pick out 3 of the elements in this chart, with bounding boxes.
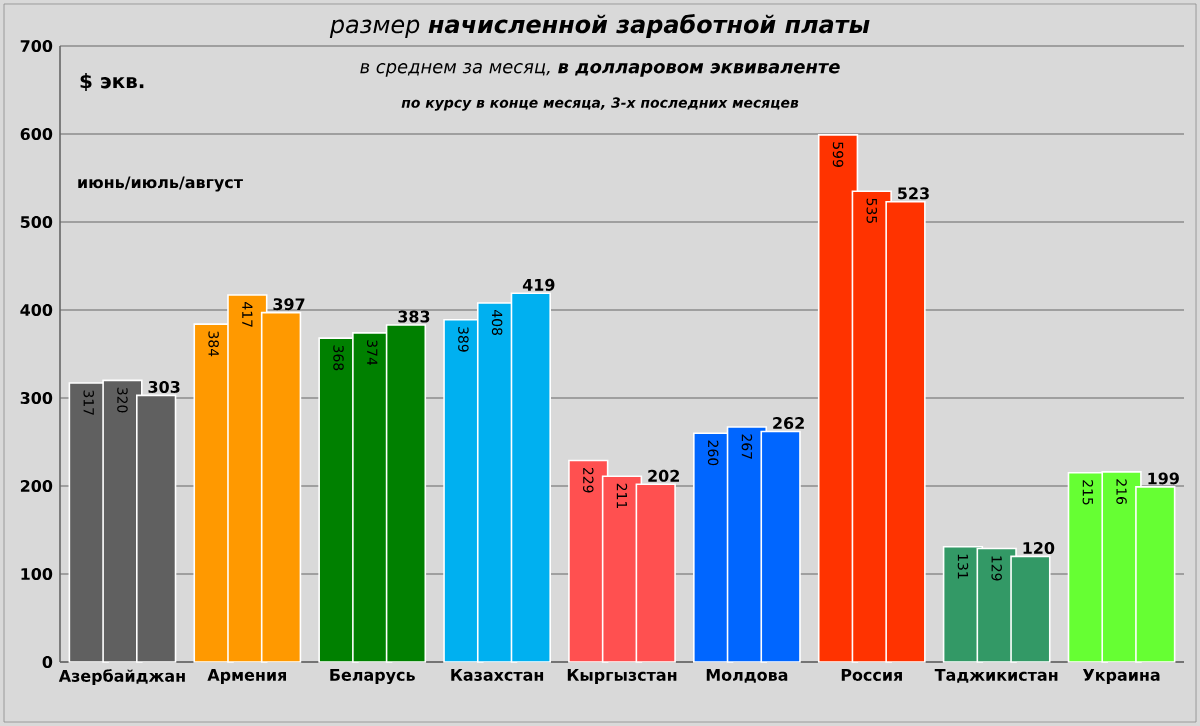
chart-title: размер начисленной заработной платы [329, 14, 870, 38]
y-axis-title: $ экв. [80, 72, 144, 92]
text: в среднем за месяц, в долларовом эквиваленте [360, 63, 840, 77]
